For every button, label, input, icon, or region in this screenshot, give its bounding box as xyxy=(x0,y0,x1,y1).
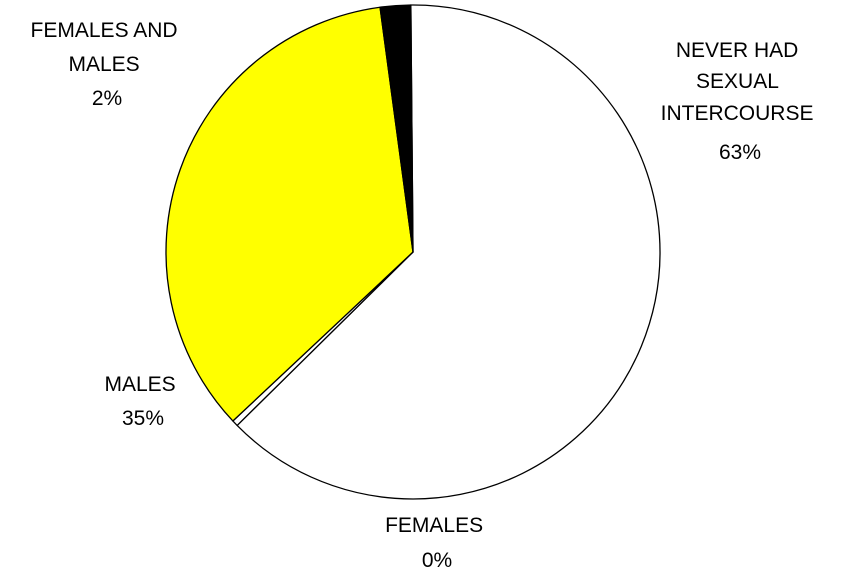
slice-label-line: SEXUAL xyxy=(696,70,778,93)
slice-label-line: FEMALES xyxy=(385,514,483,537)
slice-label-never-had-intercourse: NEVER HAD SEXUAL INTERCOURSE 63% xyxy=(661,39,820,164)
slice-label-line: MALES xyxy=(104,373,175,396)
slice-label-males: MALES 35% xyxy=(104,373,181,430)
slice-percent: 0% xyxy=(422,549,452,572)
slice-males xyxy=(165,6,414,422)
slice-females-and-males xyxy=(379,4,414,253)
slice-never-had-intercourse xyxy=(236,4,661,500)
slice-percent: 2% xyxy=(92,87,122,110)
slice-percent: 63% xyxy=(719,141,761,164)
slice-percent: 35% xyxy=(122,407,164,430)
pie-labels: NEVER HAD SEXUAL INTERCOURSE 63% FEMALES… xyxy=(31,19,820,572)
slice-label-line: MALES xyxy=(68,53,139,76)
slice-label-line: INTERCOURSE xyxy=(661,102,814,125)
pie-slices xyxy=(165,4,661,500)
slice-label-females-and-males: FEMALES AND MALES 2% xyxy=(31,19,184,110)
slice-label-line: NEVER HAD xyxy=(676,39,799,62)
slice-label-females: FEMALES 0% xyxy=(385,514,489,572)
slice-label-line: FEMALES AND xyxy=(31,19,178,42)
